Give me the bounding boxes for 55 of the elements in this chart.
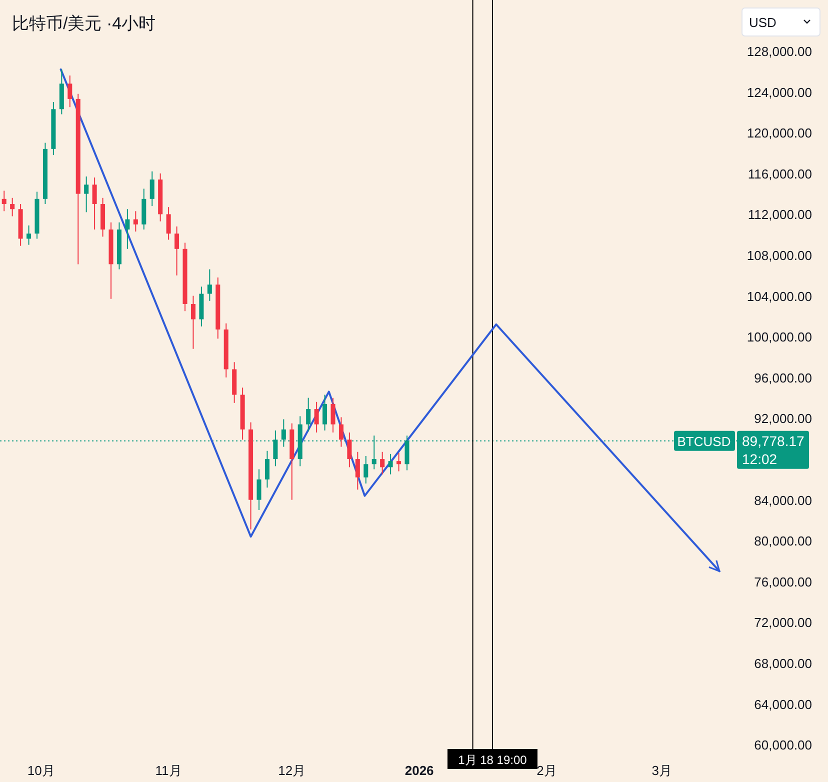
y-tick-label: 124,000.00 bbox=[746, 84, 812, 100]
candlestick bbox=[26, 224, 32, 246]
candlestick bbox=[68, 74, 72, 108]
y-tick-label: 64,000.00 bbox=[754, 696, 812, 712]
annotation: 1月 18 19:00 bbox=[458, 753, 528, 767]
candlestick bbox=[92, 176, 97, 230]
x-tick-label: 2026 bbox=[404, 763, 434, 778]
candlestick bbox=[133, 210, 138, 232]
x-tick-label: 2月 bbox=[536, 763, 557, 778]
y-tick-label: 92,000.00 bbox=[754, 411, 812, 426]
candlestick bbox=[388, 453, 393, 475]
x-tick-label: 12月 bbox=[278, 763, 306, 778]
y-tick-label: 84,000.00 bbox=[754, 492, 812, 508]
y-tick-label: 112,000.00 bbox=[748, 207, 812, 222]
candlestick bbox=[256, 468, 262, 511]
candlestick bbox=[355, 451, 360, 490]
y-tick-label: 72,000.00 bbox=[754, 615, 812, 630]
y-tick-label: 68,000.00 bbox=[754, 656, 812, 672]
candlestick bbox=[166, 206, 171, 240]
text: 12:02 bbox=[742, 450, 778, 467]
x-tick-label: 3月 bbox=[652, 763, 672, 778]
candlestick bbox=[338, 416, 344, 448]
candlestick bbox=[10, 197, 15, 217]
y-tick-label: 108,000.00 bbox=[746, 248, 812, 264]
y-tick-label: 76,000.00 bbox=[754, 574, 812, 590]
candlestick bbox=[190, 295, 196, 350]
x-tick-label: 11月 bbox=[155, 763, 182, 778]
y-tick-label: 128,000.00 bbox=[746, 44, 812, 60]
candlestick bbox=[322, 394, 328, 431]
candlestick bbox=[330, 397, 336, 434]
y-tick-label: 104,000.00 bbox=[746, 288, 812, 304]
candlestick bbox=[306, 397, 311, 432]
x-tick-label: 10月 bbox=[27, 763, 55, 778]
y-tick-label: 60,000.00 bbox=[754, 738, 812, 753]
text: USD bbox=[749, 15, 776, 30]
annotation: BTCUSD bbox=[677, 434, 731, 449]
candlestick bbox=[125, 208, 130, 250]
candlestick bbox=[150, 170, 154, 207]
candlestick bbox=[314, 401, 319, 434]
y-tick-label: 80,000.00 bbox=[754, 534, 812, 549]
candlestick bbox=[174, 226, 180, 276]
candlestick bbox=[2, 190, 6, 212]
candlestick bbox=[364, 455, 368, 484]
y-tick-label: 100,000.00 bbox=[746, 330, 812, 345]
candlestick bbox=[396, 452, 402, 472]
candlestick bbox=[380, 451, 385, 475]
candlestick bbox=[207, 268, 212, 302]
ref-line-label: 89,778.17 bbox=[742, 432, 804, 449]
candlestick bbox=[264, 450, 270, 488]
candlestick bbox=[84, 176, 89, 213]
candlestick bbox=[347, 432, 352, 468]
y-tick-label: 120,000.00 bbox=[746, 126, 812, 141]
y-tick-label: 116,000.00 bbox=[748, 166, 812, 182]
y-tick-label: 96,000.00 bbox=[754, 370, 812, 386]
text: 比特币/美元 ·4小时 bbox=[12, 14, 156, 33]
